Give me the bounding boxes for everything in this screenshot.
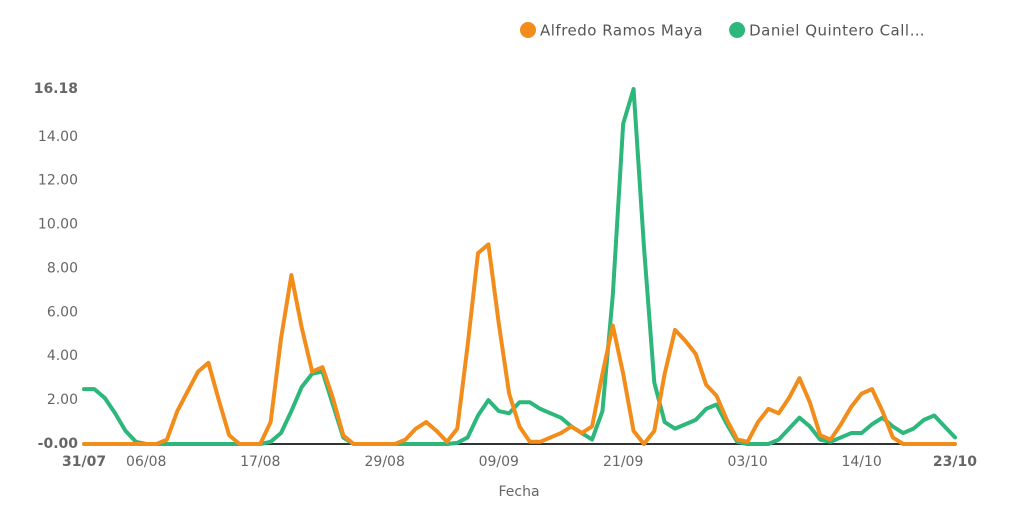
x-tick-label: 14/10 xyxy=(841,454,881,470)
legend-swatch xyxy=(520,22,536,38)
x-tick-label: 21/09 xyxy=(603,454,643,470)
x-tick-label: 23/10 xyxy=(933,454,977,470)
y-tick-label: 14.00 xyxy=(38,129,78,145)
y-tick-label: 12.00 xyxy=(38,173,78,189)
series-line xyxy=(82,87,957,446)
y-tick-label: 10.00 xyxy=(38,217,78,233)
x-tick-label: 29/08 xyxy=(365,454,405,470)
x-axis-label: Fecha xyxy=(498,484,539,500)
y-tick-label: -0.00 xyxy=(38,436,79,452)
legend-label: Daniel Quintero Call… xyxy=(749,22,925,40)
y-tick-label: 16.18 xyxy=(34,81,78,97)
y-tick-label: 2.00 xyxy=(47,392,78,408)
series-line xyxy=(82,242,957,446)
y-tick-label: 8.00 xyxy=(47,260,78,276)
x-tick-label: 06/08 xyxy=(126,454,166,470)
y-tick-label: 6.00 xyxy=(47,304,78,320)
legend-swatch xyxy=(729,22,746,38)
y-tick-label: 4.00 xyxy=(47,348,78,364)
x-tick-label: 03/10 xyxy=(727,454,767,470)
x-tick-label: 31/07 xyxy=(62,454,106,470)
x-tick-label: 09/09 xyxy=(479,454,519,470)
legend-label: Alfredo Ramos Maya xyxy=(540,22,703,40)
x-tick-label: 17/08 xyxy=(240,454,280,470)
